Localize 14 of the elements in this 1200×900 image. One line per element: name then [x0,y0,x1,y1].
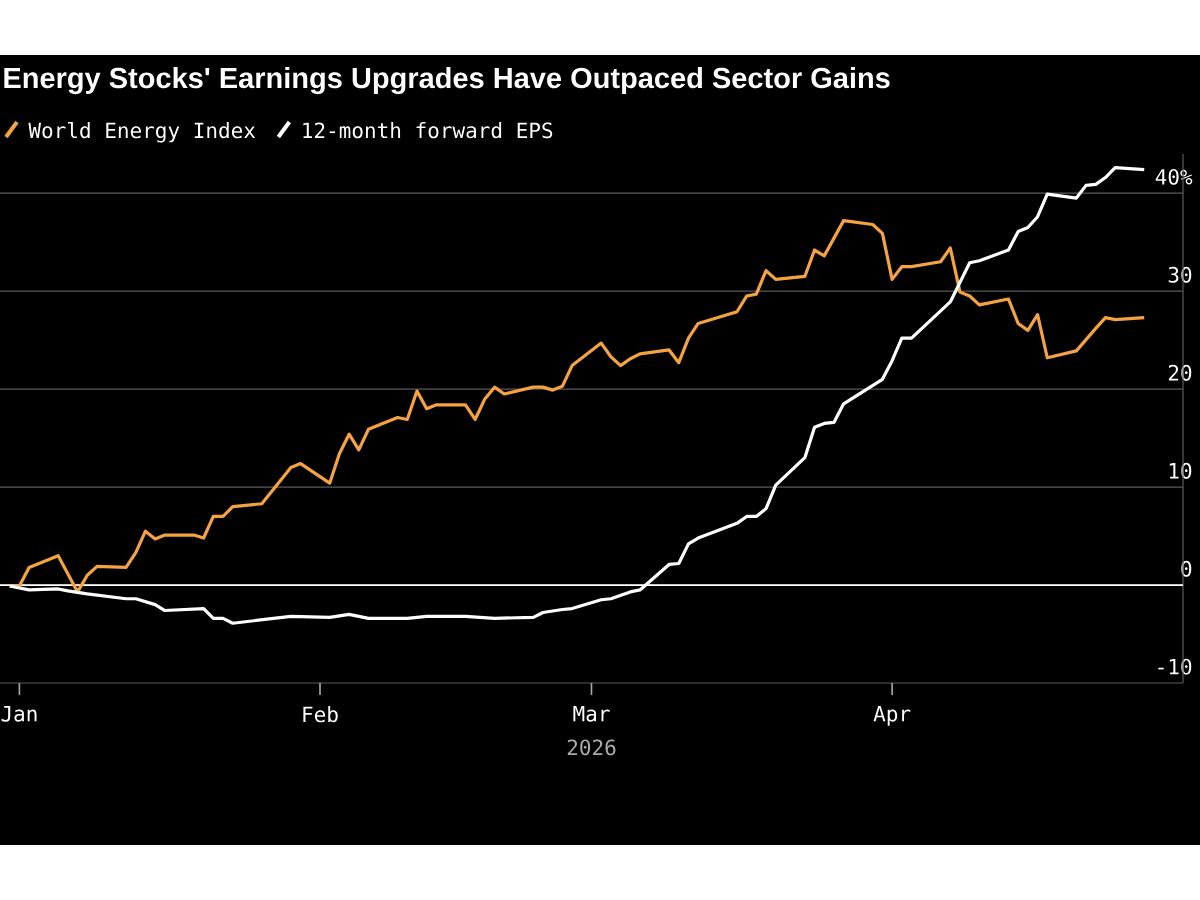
legend-label: World Energy Index [28,121,256,143]
y-tick-label: -10 [1158,658,1192,675]
y-tick-label: 30 [1168,266,1192,283]
y-tick-label: 40% [1155,168,1193,185]
x-tick-label: Mar [573,706,610,722]
y-tick-label: 10 [1169,462,1192,479]
y-tick-label: 20 [1168,364,1192,381]
y-tick-label: 0 [1181,560,1192,577]
x-axis-title: 2026 [567,739,616,756]
x-tick-label: Apr [873,706,911,726]
chart-title: Energy Stocks' Earnings Upgrades Have Outpaced Sector Gains [4,66,890,95]
x-tick-label: Feb [303,706,338,723]
legend-label: 12-month forward EPS [303,122,553,139]
x-tick-label: Jan [1,706,37,722]
